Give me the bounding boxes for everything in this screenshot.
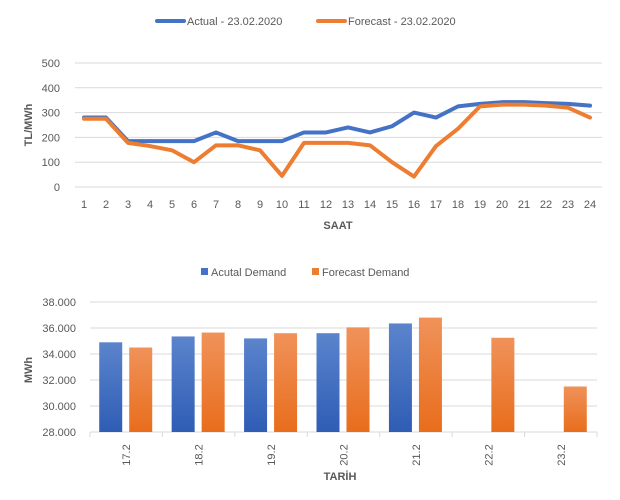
x-tick-label: 6 [191,199,197,211]
x-tick-label: 16 [408,199,420,211]
y-tick-label: 500 [42,58,60,70]
y-tick-label: 28.000 [42,427,76,439]
series-line-actual [84,102,590,141]
x-tick-label: 20 [496,199,508,211]
x-tick-label: 21 [518,199,530,211]
x-tick-label: 23.2 [556,444,568,465]
y-tick-label: 32.000 [42,375,76,387]
bar-forecast [419,318,442,432]
x-tick-label: 18 [452,199,464,211]
x-tick-label: 1 [81,199,87,211]
y-tick-label: 0 [54,182,60,194]
bar-forecast [129,348,152,433]
bar-forecast [491,338,514,432]
x-tick-label: 17 [430,199,442,211]
bar-actual [172,336,195,432]
legend-label: Forecast Demand [322,267,409,279]
x-tick-label: 13 [342,199,354,211]
x-axis-title: SAAT [323,220,352,232]
x-tick-label: 9 [257,199,263,211]
x-tick-label: 17.2 [121,444,133,465]
x-tick-label: 20.2 [339,444,351,465]
y-tick-label: 100 [42,157,60,169]
x-tick-label: 21.2 [411,444,423,465]
x-tick-label: 12 [320,199,332,211]
x-tick-label: 10 [276,199,288,211]
legend-label: Actual - 23.02.2020 [187,16,282,28]
x-tick-label: 22 [540,199,552,211]
legend-swatch [201,268,208,275]
x-tick-label: 19 [474,199,486,211]
x-tick-label: 23 [562,199,574,211]
y-tick-label: 36.000 [42,323,76,335]
legend-label: Acutal Demand [211,267,286,279]
x-tick-label: 14 [364,199,376,211]
x-tick-label: 18.2 [194,444,206,465]
bar-chart: 28.000 30.000 32.000 34.000 36.000 38.000 17.2… [23,267,597,483]
y-tick-label: 38.000 [42,297,76,309]
x-tick-label: 5 [169,199,175,211]
bar-forecast [274,333,297,432]
legend-swatch [312,268,319,275]
x-tick-label: 8 [235,199,241,211]
y-tick-label: 200 [42,132,60,144]
y-axis-title: MWh [23,357,35,384]
x-tick-label: 11 [298,199,309,211]
y-tick-label: 300 [42,108,60,120]
x-tick-label: 15 [386,199,398,211]
y-tick-label: 30.000 [42,401,76,413]
x-tick-label: 22.2 [483,444,495,465]
x-tick-label: 2 [103,199,109,211]
bar-actual [317,333,340,432]
y-axis-title: TL/MWh [23,103,35,146]
y-tick-label: 34.000 [42,349,76,361]
bar-actual [99,342,122,432]
x-tick-label: 3 [125,199,131,211]
x-tick-label: 4 [147,199,153,211]
x-tick-label: 19.2 [266,444,278,465]
y-tick-label: 400 [42,83,60,95]
bar-actual [244,338,267,432]
bar-forecast [202,333,225,432]
bar-forecast [564,387,587,433]
x-axis-title: TARİH [324,470,357,483]
x-tick-label: 24 [584,199,596,211]
legend-label: Forecast - 23.02.2020 [348,16,456,28]
x-tick-label: 7 [213,199,219,211]
bar-forecast [347,327,370,432]
bar-actual [389,323,412,432]
